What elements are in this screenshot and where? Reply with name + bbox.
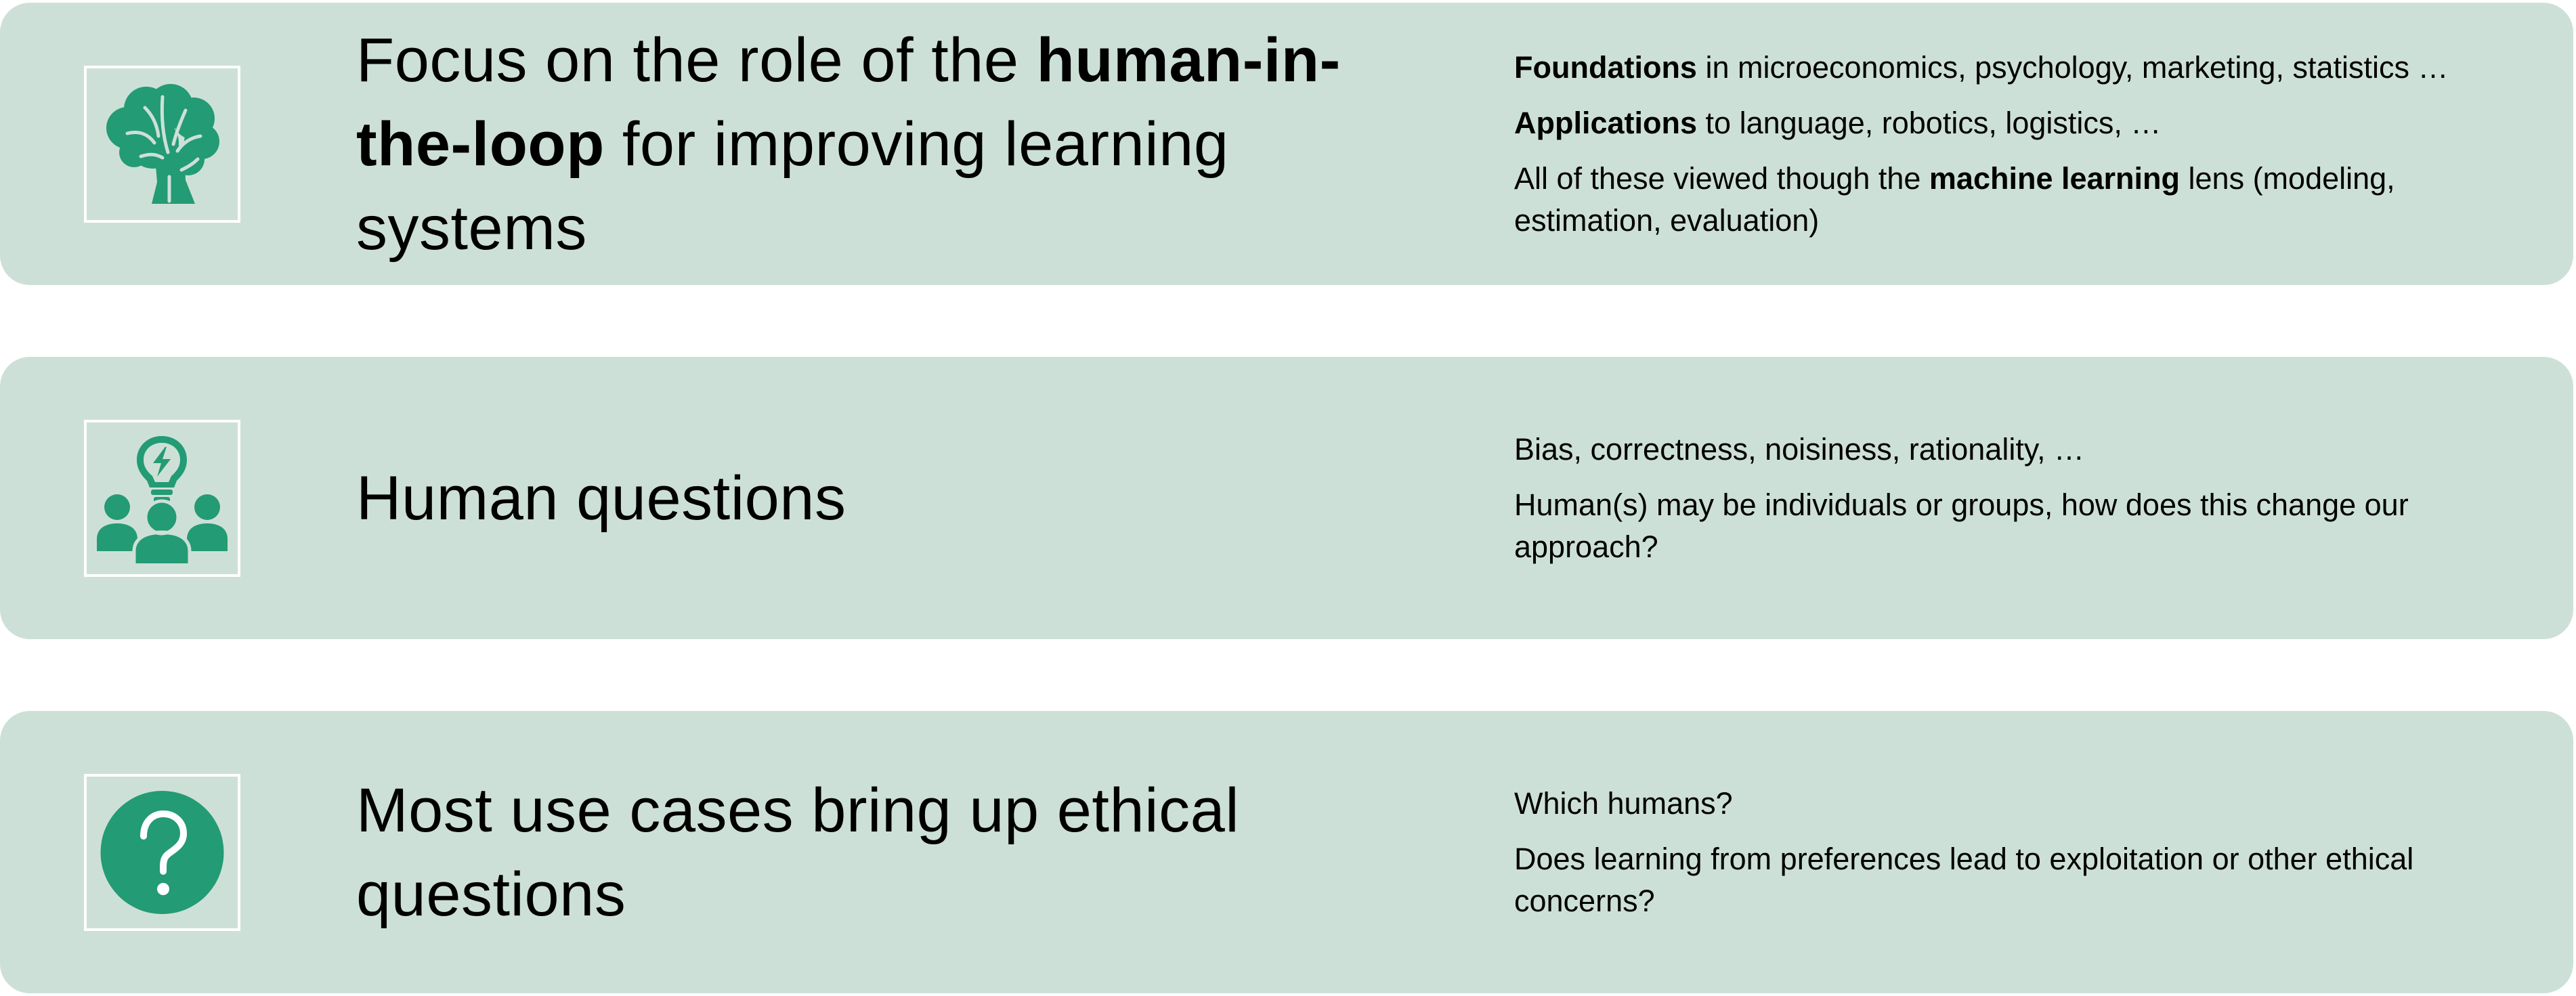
icon-frame bbox=[84, 774, 240, 931]
detail-point: Human(s) may be individuals or groups, h… bbox=[1514, 487, 2409, 564]
icon-frame bbox=[84, 420, 240, 577]
topic-details: Foundations in microeconomics, psycholog… bbox=[1514, 3, 2543, 285]
headline-text: Most use cases bring up ethical question… bbox=[356, 775, 1240, 929]
detail-emphasis: machine learning bbox=[1929, 160, 2181, 196]
detail-emphasis: Foundations bbox=[1514, 49, 1697, 85]
detail-text: to language, robotics, logistics, … bbox=[1697, 105, 2162, 140]
detail-text: in microeconomics, psychology, marketing… bbox=[1696, 49, 2449, 85]
detail-point: All of these viewed though the machine l… bbox=[1514, 158, 2543, 242]
detail-text-end: lens (modeling, estimation, evaluation) bbox=[1514, 160, 2395, 238]
headline-text-end: for improving learning systems bbox=[356, 109, 1229, 263]
topic-details: Which humans? Does learning from prefere… bbox=[1514, 711, 2543, 993]
headline-emphasis: human-in-the-loop bbox=[356, 25, 1341, 179]
detail-point: Applications to language, robotics, logi… bbox=[1514, 102, 2543, 144]
topic-card-human-questions: Human questions Bias, correctness, noisi… bbox=[0, 357, 2573, 639]
question-mark-icon bbox=[100, 791, 224, 914]
topic-headline: Focus on the role of the human-in-the-lo… bbox=[356, 3, 1453, 285]
icon-frame bbox=[84, 66, 240, 223]
detail-point: Bias, correctness, noisiness, rationalit… bbox=[1514, 431, 2084, 467]
detail-point: Foundations in microeconomics, psycholog… bbox=[1514, 47, 2543, 89]
detail-point: Does learning from preferences lead to e… bbox=[1514, 841, 2414, 918]
people-lightbulb-icon bbox=[97, 436, 228, 563]
headline-text: Human questions bbox=[356, 463, 846, 533]
topic-headline: Most use cases bring up ethical question… bbox=[356, 711, 1453, 993]
brain-icon bbox=[106, 84, 219, 204]
detail-text: All of these viewed though the bbox=[1514, 160, 1929, 196]
detail-emphasis: Applications bbox=[1514, 105, 1698, 140]
topic-card-ethical-questions: Most use cases bring up ethical question… bbox=[0, 711, 2573, 993]
headline-text: Focus on the role of the bbox=[356, 25, 1037, 95]
topic-card-human-in-the-loop: Focus on the role of the human-in-the-lo… bbox=[0, 3, 2573, 285]
topic-details: Bias, correctness, noisiness, rationalit… bbox=[1514, 357, 2543, 639]
detail-point: Which humans? bbox=[1514, 785, 1733, 821]
topic-headline: Human questions bbox=[356, 357, 1453, 639]
